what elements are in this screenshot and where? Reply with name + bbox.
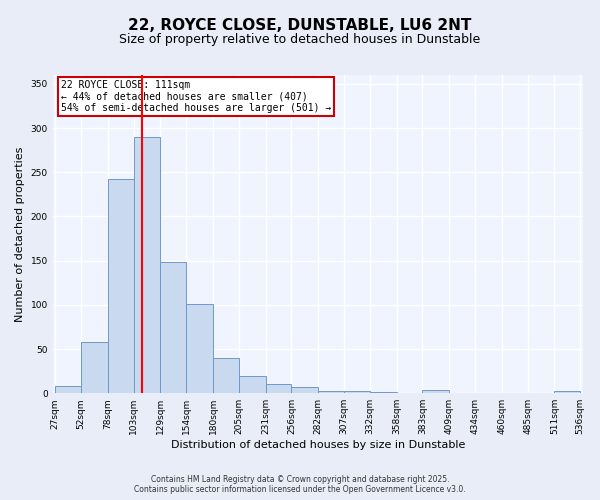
Text: Contains HM Land Registry data © Crown copyright and database right 2025.: Contains HM Land Registry data © Crown c… — [151, 475, 449, 484]
Bar — [266, 384, 292, 393]
Bar — [422, 390, 449, 393]
Bar — [239, 376, 266, 393]
Text: Size of property relative to detached houses in Dunstable: Size of property relative to detached ho… — [119, 32, 481, 46]
Bar — [81, 342, 108, 393]
Bar — [134, 137, 160, 393]
Bar — [344, 390, 370, 393]
Bar — [554, 392, 580, 393]
Bar — [55, 386, 81, 393]
Bar — [292, 387, 318, 393]
Y-axis label: Number of detached properties: Number of detached properties — [15, 146, 25, 322]
Bar — [160, 262, 186, 393]
Text: 22, ROYCE CLOSE, DUNSTABLE, LU6 2NT: 22, ROYCE CLOSE, DUNSTABLE, LU6 2NT — [128, 18, 472, 32]
Bar — [108, 180, 134, 393]
Bar — [370, 392, 397, 393]
Text: Contains public sector information licensed under the Open Government Licence v3: Contains public sector information licen… — [134, 485, 466, 494]
Bar — [318, 390, 344, 393]
Bar — [186, 304, 213, 393]
X-axis label: Distribution of detached houses by size in Dunstable: Distribution of detached houses by size … — [170, 440, 465, 450]
Bar — [213, 358, 239, 393]
Text: 22 ROYCE CLOSE: 111sqm
← 44% of detached houses are smaller (407)
54% of semi-de: 22 ROYCE CLOSE: 111sqm ← 44% of detached… — [61, 80, 331, 113]
